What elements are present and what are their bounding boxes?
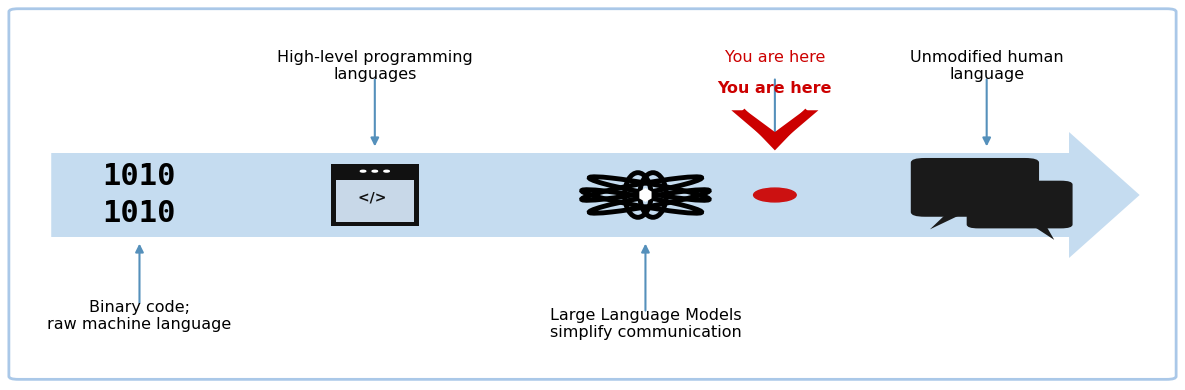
FancyBboxPatch shape: [331, 165, 419, 225]
Text: You are here: You are here: [718, 81, 832, 96]
FancyBboxPatch shape: [967, 181, 1072, 229]
Circle shape: [754, 188, 796, 202]
Circle shape: [384, 170, 390, 172]
FancyBboxPatch shape: [337, 180, 414, 222]
FancyBboxPatch shape: [8, 9, 1177, 379]
Text: 1010: 1010: [103, 162, 177, 191]
Polygon shape: [1027, 223, 1055, 240]
Text: </>: </>: [358, 190, 391, 204]
Polygon shape: [731, 110, 819, 147]
FancyBboxPatch shape: [911, 158, 1039, 217]
Text: High-level programming
languages: High-level programming languages: [277, 50, 473, 82]
Text: You are here: You are here: [725, 50, 825, 65]
Text: 1010: 1010: [103, 199, 177, 228]
Polygon shape: [930, 210, 969, 229]
Polygon shape: [640, 188, 652, 202]
Text: Binary code;
raw machine language: Binary code; raw machine language: [47, 300, 231, 332]
Text: Large Language Models
simplify communication: Large Language Models simplify communica…: [550, 308, 742, 340]
Polygon shape: [51, 132, 1140, 258]
Circle shape: [372, 170, 378, 172]
Circle shape: [360, 170, 366, 172]
Text: Unmodified human
language: Unmodified human language: [910, 50, 1063, 82]
